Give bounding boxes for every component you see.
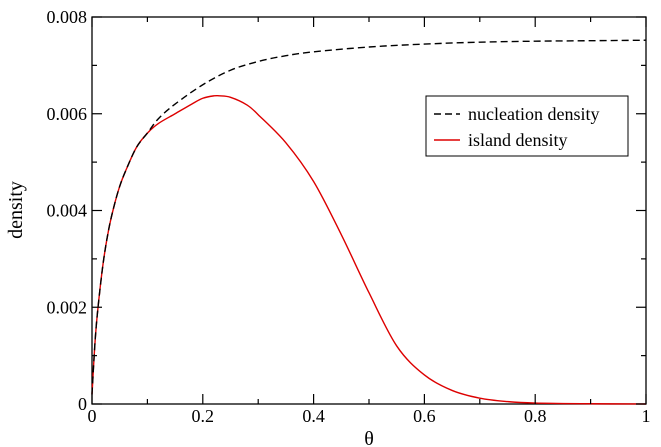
tick-labels: 0 0.2 0.4 0.6 0.8 1 0 0.002 0.004 0.006 0.008 xyxy=(47,7,651,426)
y-tick-label: 0.004 xyxy=(47,201,88,221)
y-tick-label: 0.002 xyxy=(47,297,88,317)
legend: nucleation density island density xyxy=(425,95,629,157)
axis-ticks xyxy=(91,16,647,405)
legend-box xyxy=(425,95,629,157)
x-tick-label: 0.8 xyxy=(524,406,547,426)
plot-frame xyxy=(91,16,647,405)
y-tick-label: 0.006 xyxy=(47,104,88,124)
y-tick-label: 0 xyxy=(78,394,87,414)
y-axis-label: density xyxy=(5,181,27,239)
x-axis-label: θ xyxy=(364,428,374,447)
x-tick-label: 0.6 xyxy=(413,406,436,426)
plot-area xyxy=(91,16,647,405)
x-tick-label: 0 xyxy=(88,406,97,426)
x-tick-label: 0.4 xyxy=(302,406,325,426)
x-tick-label: 1 xyxy=(642,406,651,426)
y-tick-label: 0.008 xyxy=(47,7,88,27)
series-nucleation-density-line xyxy=(91,39,647,395)
x-tick-label: 0.2 xyxy=(192,406,215,426)
legend-label: nucleation density xyxy=(468,104,599,124)
legend-label: island density xyxy=(468,130,568,150)
